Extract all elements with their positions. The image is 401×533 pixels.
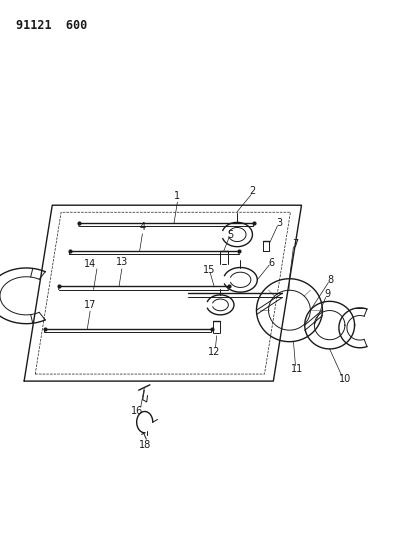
Text: 12: 12 xyxy=(208,347,220,357)
Text: 2: 2 xyxy=(249,186,255,196)
Text: 18: 18 xyxy=(139,440,151,449)
Text: 13: 13 xyxy=(115,257,128,268)
Text: 3: 3 xyxy=(275,218,282,228)
Text: 6: 6 xyxy=(267,258,274,268)
Text: 4: 4 xyxy=(139,222,145,232)
Text: 91121  600: 91121 600 xyxy=(16,19,87,31)
Text: 11: 11 xyxy=(290,365,302,374)
Text: 5: 5 xyxy=(227,230,233,239)
Text: 8: 8 xyxy=(326,275,333,285)
Text: 15: 15 xyxy=(203,265,215,274)
Text: 14: 14 xyxy=(83,259,95,269)
Text: 17: 17 xyxy=(84,300,96,310)
Text: 9: 9 xyxy=(324,289,330,299)
Text: 10: 10 xyxy=(338,374,350,384)
Text: 1: 1 xyxy=(174,191,180,200)
Text: 7: 7 xyxy=(291,239,298,248)
Text: 16: 16 xyxy=(130,407,142,416)
